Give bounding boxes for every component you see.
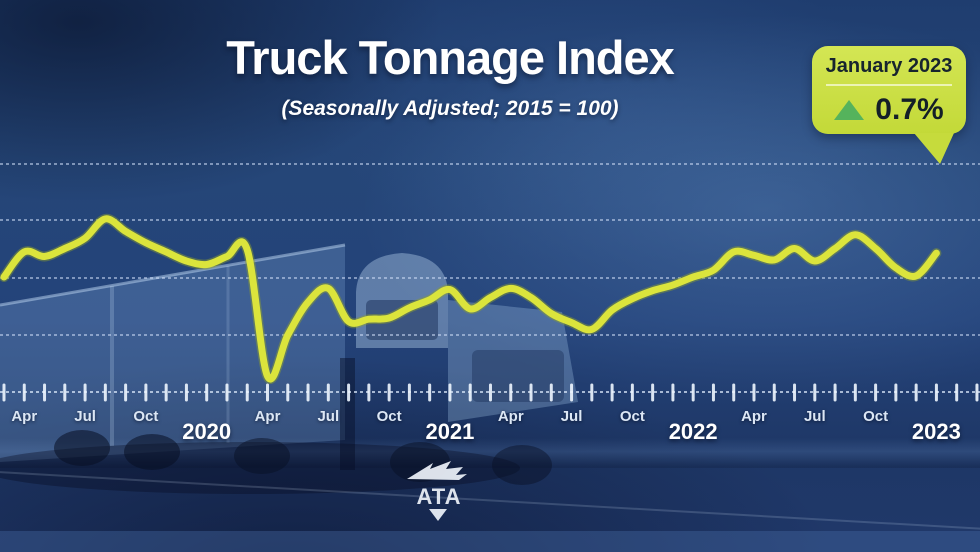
callout-period: January 2023 — [825, 55, 953, 77]
callout-value-row: 0.7% — [812, 93, 966, 127]
callout-divider — [826, 84, 952, 86]
up-arrow-icon — [834, 100, 865, 120]
road-edge-band — [0, 531, 980, 552]
chart-header: Truck Tonnage Index (Seasonally Adjusted… — [0, 30, 900, 121]
callout-tail — [914, 133, 954, 164]
tonnage-line — [0, 215, 940, 383]
page-title: Truck Tonnage Index — [226, 31, 675, 84]
page-subtitle: (Seasonally Adjusted; 2015 = 100) — [281, 97, 619, 120]
callout-change: 0.7% — [875, 93, 944, 126]
callout-badge: January 2023 0.7% — [812, 46, 966, 164]
ata-logo: ATA — [407, 461, 467, 521]
ata-logo-text: ATA — [417, 484, 462, 509]
